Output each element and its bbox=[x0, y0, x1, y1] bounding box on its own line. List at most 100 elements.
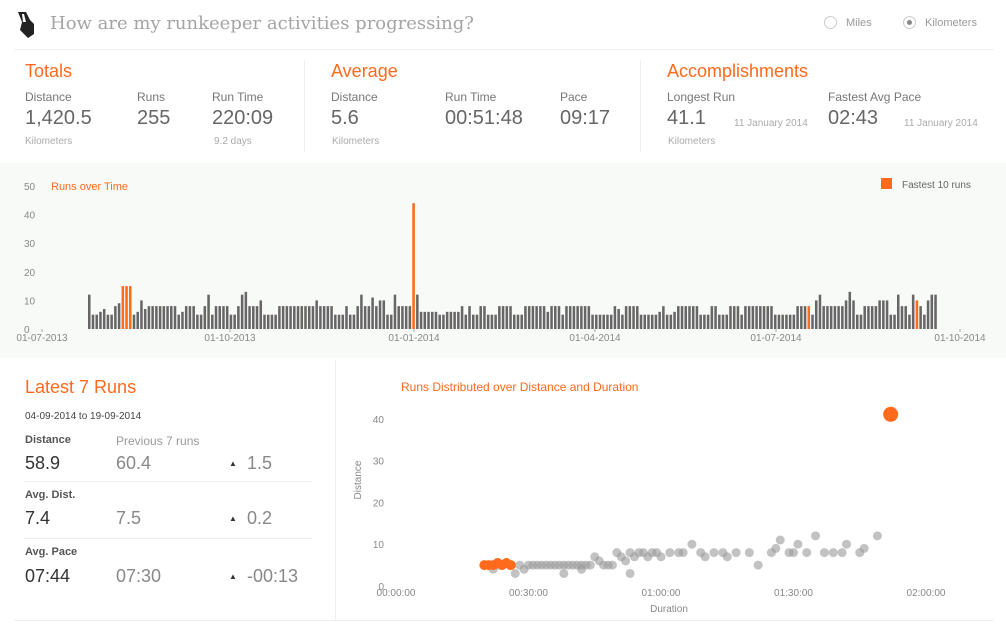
run-bar[interactable] bbox=[893, 314, 896, 329]
run-bar[interactable] bbox=[270, 314, 274, 329]
run-bar[interactable] bbox=[170, 306, 173, 329]
run-bar[interactable] bbox=[177, 314, 181, 329]
run-point[interactable] bbox=[819, 548, 829, 558]
run-bar[interactable] bbox=[829, 306, 833, 329]
run-bar[interactable] bbox=[352, 314, 356, 329]
run-bar[interactable] bbox=[539, 306, 542, 329]
run-point[interactable] bbox=[859, 543, 869, 553]
run-bar[interactable] bbox=[576, 306, 579, 329]
run-bar[interactable] bbox=[389, 314, 393, 329]
run-point[interactable] bbox=[802, 548, 812, 558]
run-bar[interactable] bbox=[852, 300, 855, 329]
run-bar[interactable] bbox=[184, 306, 188, 329]
run-point[interactable] bbox=[837, 548, 847, 558]
run-bar[interactable] bbox=[326, 306, 330, 329]
run-bar[interactable] bbox=[281, 306, 285, 329]
run-bar[interactable] bbox=[636, 306, 639, 329]
run-bar[interactable] bbox=[408, 306, 412, 329]
run-bar[interactable] bbox=[818, 294, 822, 329]
run-bar[interactable] bbox=[360, 294, 363, 329]
run-bar[interactable] bbox=[729, 306, 732, 329]
run-bar[interactable] bbox=[520, 314, 523, 329]
run-bar[interactable] bbox=[102, 308, 106, 329]
run-bar[interactable] bbox=[442, 314, 445, 329]
run-bar[interactable] bbox=[527, 306, 531, 329]
run-bar[interactable] bbox=[583, 306, 587, 329]
run-point[interactable] bbox=[625, 568, 635, 578]
run-bar[interactable] bbox=[483, 306, 486, 329]
run-bar[interactable] bbox=[803, 306, 807, 329]
run-bar[interactable] bbox=[88, 294, 91, 329]
run-bar[interactable] bbox=[229, 314, 233, 329]
run-bar[interactable] bbox=[680, 306, 684, 329]
run-bar[interactable] bbox=[647, 314, 650, 329]
run-bar[interactable] bbox=[777, 314, 781, 329]
run-bar[interactable] bbox=[158, 306, 162, 329]
run-bar[interactable] bbox=[658, 311, 661, 329]
run-bar[interactable] bbox=[591, 314, 594, 329]
run-point[interactable] bbox=[731, 548, 741, 558]
run-bar[interactable] bbox=[252, 306, 255, 329]
run-bar[interactable] bbox=[416, 294, 419, 329]
run-bar[interactable] bbox=[639, 314, 643, 329]
run-bar[interactable] bbox=[699, 314, 702, 329]
run-bar[interactable] bbox=[878, 300, 881, 329]
run-bar[interactable] bbox=[792, 314, 796, 329]
run-bar[interactable] bbox=[714, 306, 717, 329]
run-bar[interactable] bbox=[274, 314, 277, 329]
run-bar[interactable] bbox=[498, 306, 501, 329]
run-bar[interactable] bbox=[196, 314, 199, 329]
run-bar[interactable] bbox=[841, 306, 844, 329]
run-bar[interactable] bbox=[595, 314, 598, 329]
run-bar[interactable] bbox=[572, 306, 576, 329]
run-bar[interactable] bbox=[214, 306, 218, 329]
run-bar[interactable] bbox=[710, 306, 714, 329]
run-bar[interactable] bbox=[882, 300, 885, 329]
run-point[interactable] bbox=[510, 568, 520, 578]
run-bar[interactable] bbox=[427, 311, 430, 329]
run-bar[interactable] bbox=[773, 314, 777, 329]
run-bar[interactable] bbox=[800, 306, 803, 329]
run-bar[interactable] bbox=[237, 306, 240, 329]
run-bar[interactable] bbox=[173, 306, 177, 329]
run-point[interactable] bbox=[789, 548, 798, 558]
run-bar[interactable] bbox=[211, 314, 214, 329]
run-bar[interactable] bbox=[300, 306, 304, 329]
run-bar[interactable] bbox=[259, 300, 263, 329]
run-bar[interactable] bbox=[401, 306, 404, 329]
run-point[interactable] bbox=[722, 552, 732, 562]
run-bar[interactable] bbox=[822, 306, 825, 329]
run-bar[interactable] bbox=[706, 314, 710, 329]
run-bar[interactable] bbox=[289, 306, 292, 329]
run-bar[interactable] bbox=[524, 306, 527, 329]
run-bar[interactable] bbox=[255, 306, 259, 329]
run-bar[interactable] bbox=[266, 314, 270, 329]
run-bar[interactable] bbox=[762, 306, 766, 329]
run-bar[interactable] bbox=[725, 314, 729, 329]
run-bar[interactable] bbox=[736, 306, 740, 329]
run-bar[interactable] bbox=[673, 311, 676, 329]
run-bar[interactable] bbox=[151, 306, 154, 329]
run-bar[interactable] bbox=[740, 314, 743, 329]
run-bar[interactable] bbox=[911, 294, 915, 329]
run-point[interactable] bbox=[744, 548, 754, 558]
run-bar[interactable] bbox=[628, 306, 632, 329]
run-bar[interactable] bbox=[296, 306, 300, 329]
run-bar[interactable] bbox=[494, 314, 497, 329]
run-bar[interactable] bbox=[796, 306, 799, 329]
run-bar[interactable] bbox=[550, 306, 553, 329]
run-point[interactable] bbox=[700, 552, 710, 562]
run-bar[interactable] bbox=[535, 306, 538, 329]
run-bar[interactable] bbox=[199, 314, 203, 329]
run-bar[interactable] bbox=[505, 306, 509, 329]
run-bar[interactable] bbox=[345, 306, 348, 329]
run-bar[interactable] bbox=[222, 306, 225, 329]
run-bar[interactable] bbox=[423, 311, 427, 329]
run-bar[interactable] bbox=[650, 314, 654, 329]
run-point[interactable] bbox=[872, 531, 882, 541]
run-bar[interactable] bbox=[867, 306, 870, 329]
run-point[interactable] bbox=[775, 535, 785, 545]
fast-run-point[interactable] bbox=[505, 560, 516, 571]
run-point[interactable] bbox=[753, 560, 763, 570]
run-bar[interactable] bbox=[848, 291, 852, 329]
